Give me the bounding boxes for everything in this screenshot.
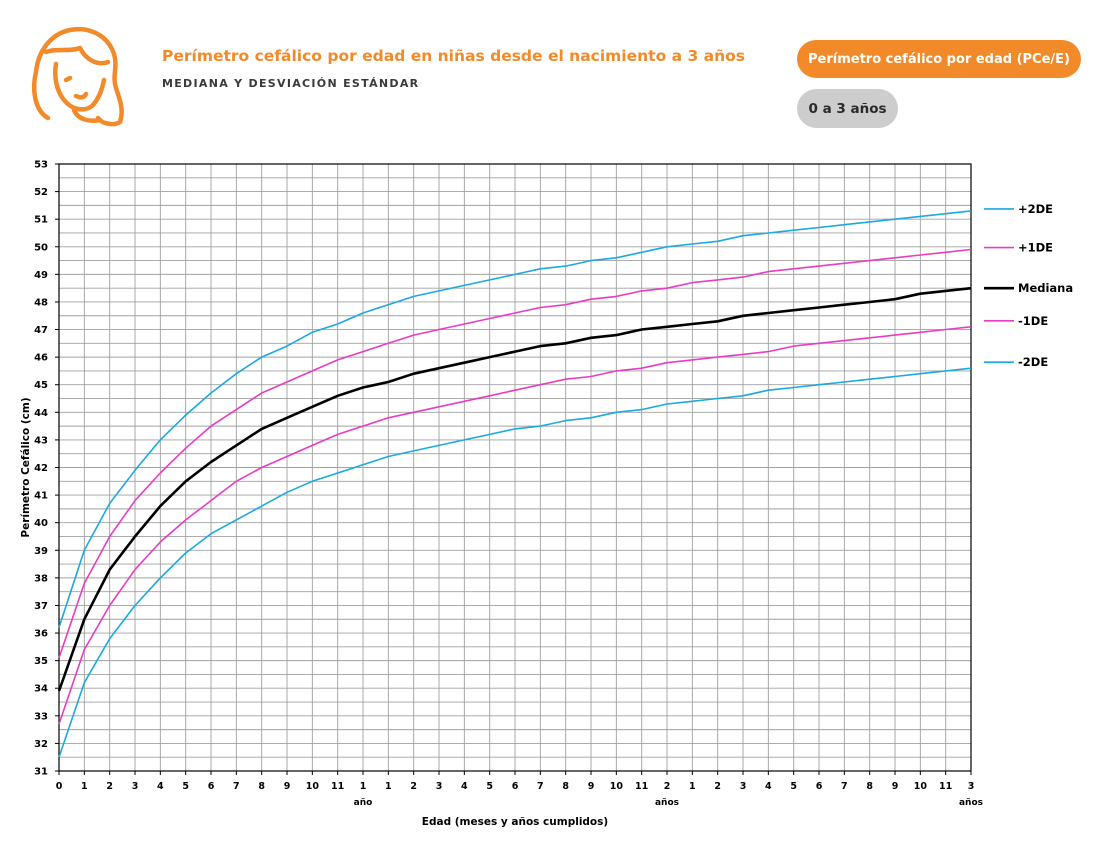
x-tick-label: 9 bbox=[892, 781, 899, 792]
y-tick-label: 38 bbox=[34, 573, 48, 584]
y-tick-label: 47 bbox=[34, 325, 48, 336]
x-tick-label: 2 bbox=[664, 781, 671, 792]
x-tick-label: 4 bbox=[461, 781, 468, 792]
y-tick-label: 45 bbox=[34, 380, 48, 391]
y-tick-label: 48 bbox=[34, 297, 48, 308]
x-tick-label: 3 bbox=[436, 781, 443, 792]
y-tick-label: 50 bbox=[34, 242, 48, 253]
series-line-minus-2de bbox=[58, 367, 972, 758]
x-tick-sublabel: años bbox=[655, 798, 679, 808]
indicator-button[interactable]: Perímetro cefálico por edad (PCe/E) bbox=[797, 40, 1081, 78]
legend-label-minus-2de: -2DE bbox=[1018, 355, 1048, 369]
series-line-plusminus-2de bbox=[58, 210, 972, 628]
x-tick-label: 4 bbox=[157, 781, 164, 792]
y-tick-label: 51 bbox=[34, 215, 48, 226]
x-tick-label: 10 bbox=[306, 781, 320, 792]
x-tick-label: 1 bbox=[689, 781, 696, 792]
y-tick-label: 32 bbox=[34, 739, 48, 750]
x-tick-label: 8 bbox=[866, 781, 873, 792]
x-tick-label: 5 bbox=[790, 781, 797, 792]
x-tick-label: 11 bbox=[939, 781, 952, 792]
series-line-mediana bbox=[57, 286, 972, 692]
x-tick-label: 1 bbox=[360, 781, 367, 792]
y-tick-label: 44 bbox=[34, 408, 48, 419]
x-tick-label: 10 bbox=[914, 781, 928, 792]
x-tick-label: 9 bbox=[588, 781, 595, 792]
y-tick-label: 35 bbox=[34, 656, 48, 667]
page-subtitle: MEDIANA Y DESVIACIÓN ESTÁNDAR bbox=[162, 77, 420, 90]
x-tick-label: 2 bbox=[714, 781, 721, 792]
x-tick-label: 11 bbox=[331, 781, 344, 792]
y-tick-label: 53 bbox=[34, 160, 48, 171]
x-tick-label: 3 bbox=[968, 781, 975, 792]
y-tick-label: 39 bbox=[34, 546, 48, 557]
x-tick-label: 1 bbox=[81, 781, 88, 792]
y-tick-label: 46 bbox=[34, 353, 48, 364]
x-tick-label: 7 bbox=[841, 781, 848, 792]
x-tick-label: 0 bbox=[56, 781, 63, 792]
plot-frame bbox=[58, 163, 972, 772]
age-range-button[interactable]: 0 a 3 años bbox=[797, 89, 898, 128]
y-tick-label: 49 bbox=[34, 270, 48, 281]
x-tick-label: 10 bbox=[610, 781, 624, 792]
x-tick-sublabel: año bbox=[354, 798, 373, 808]
x-tick-label: 2 bbox=[410, 781, 417, 792]
x-tick-label: 11 bbox=[635, 781, 648, 792]
x-tick-label: 8 bbox=[258, 781, 265, 792]
x-tick-label: 3 bbox=[740, 781, 747, 792]
x-tick-label: 5 bbox=[182, 781, 189, 792]
y-axis-label: Perímetro Cefálico (cm) bbox=[20, 397, 32, 537]
y-tick-label: 40 bbox=[34, 518, 48, 529]
x-tick-label: 3 bbox=[132, 781, 139, 792]
x-tick-sublabel: años bbox=[959, 798, 983, 808]
y-tick-label: 52 bbox=[34, 187, 48, 198]
x-tick-label: 2 bbox=[106, 781, 113, 792]
y-tick-label: 41 bbox=[34, 491, 48, 502]
x-tick-label: 6 bbox=[208, 781, 215, 792]
x-tick-label: 4 bbox=[765, 781, 772, 792]
legend-label-minus-1de: -1DE bbox=[1018, 314, 1048, 328]
girl-face-icon bbox=[31, 26, 124, 127]
y-tick-label: 34 bbox=[34, 684, 48, 695]
x-tick-label: 6 bbox=[512, 781, 519, 792]
y-tick-label: 42 bbox=[34, 463, 48, 474]
x-tick-label: 8 bbox=[562, 781, 569, 792]
x-tick-label: 6 bbox=[816, 781, 823, 792]
x-tick-label: 1 bbox=[385, 781, 392, 792]
x-tick-label: 5 bbox=[486, 781, 493, 792]
legend-label-plusminus-2de: +2DE bbox=[1018, 202, 1053, 216]
y-tick-label: 37 bbox=[34, 601, 48, 612]
x-tick-label: 7 bbox=[537, 781, 544, 792]
y-tick-label: 33 bbox=[34, 711, 48, 722]
x-tick-label: 7 bbox=[233, 781, 240, 792]
series-line-plusminus-1de bbox=[58, 248, 972, 659]
y-tick-label: 31 bbox=[34, 767, 48, 778]
x-axis-label: Edad (meses y años cumplidos) bbox=[422, 816, 608, 828]
y-tick-label: 36 bbox=[34, 629, 48, 640]
legend-label-plusminus-1de: +1DE bbox=[1018, 241, 1053, 255]
series-line-minus-1de bbox=[58, 326, 972, 725]
page-title: Perímetro cefálico por edad en niñas des… bbox=[162, 47, 746, 65]
legend-label-mediana: Mediana bbox=[1018, 281, 1073, 295]
x-tick-label: 9 bbox=[284, 781, 291, 792]
y-tick-label: 43 bbox=[34, 435, 48, 446]
